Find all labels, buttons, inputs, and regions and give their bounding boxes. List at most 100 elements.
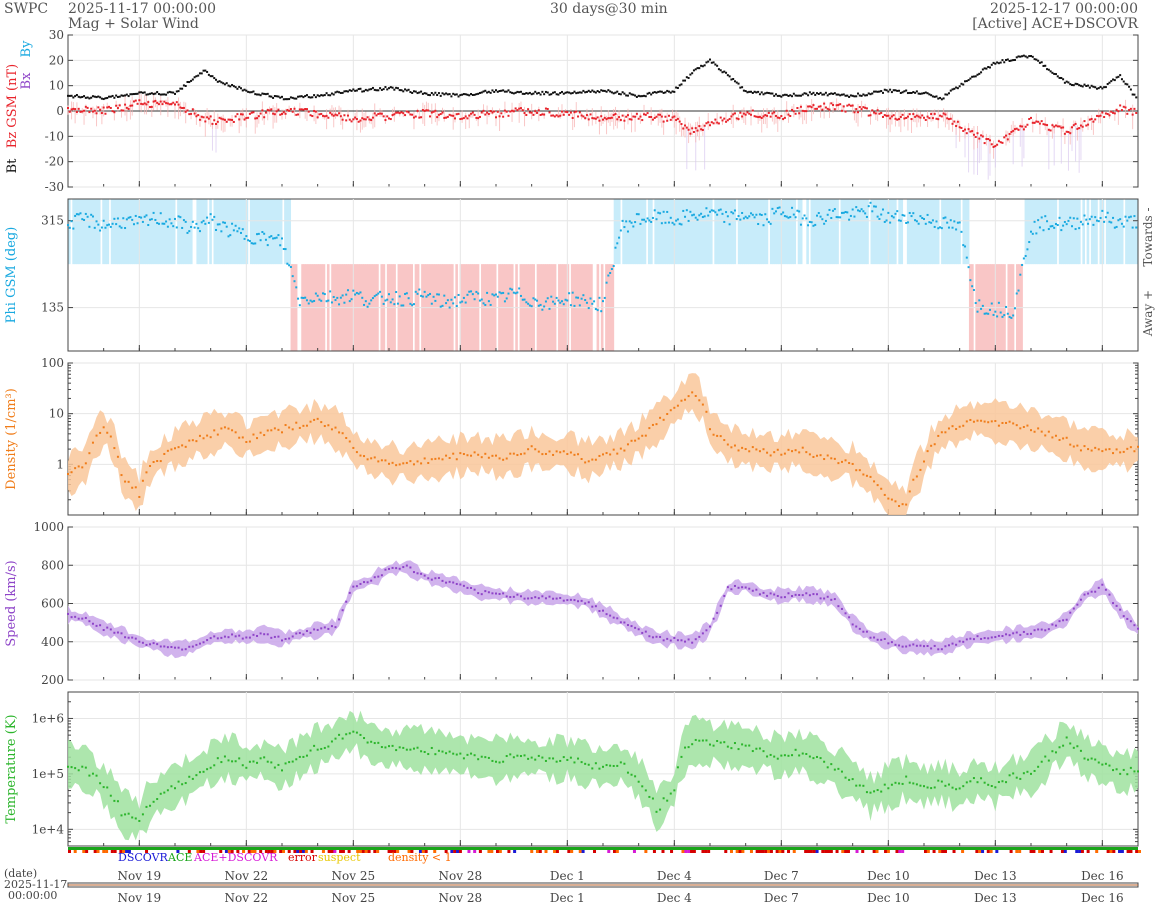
- speed-series-pt-210: [816, 593, 818, 596]
- phi-band-1716: [680, 199, 683, 265]
- mag-bz-series-pt-106: [256, 117, 259, 120]
- mag-bz-series-pt-69: [190, 112, 193, 115]
- mag-bz-series-pt-94: [234, 115, 237, 118]
- temperature-series-pt-3: [77, 769, 80, 772]
- speed-series-pt-18: [131, 636, 134, 639]
- mag-bt-series-pt-373: [732, 77, 735, 80]
- mag-bz-series-pt-303: [607, 117, 610, 120]
- phi-series-pt-328: [651, 216, 654, 219]
- phi-series-pt-566: [1076, 217, 1079, 220]
- mag-bz-series-pt-264: [537, 109, 540, 112]
- mag-bz-series-pt-208: [437, 113, 440, 116]
- density-series-pt-84: [366, 458, 369, 461]
- mag-bt-series-pt-69: [190, 79, 193, 82]
- phi-series-pt-515: [985, 312, 988, 315]
- phi-series-pt-406: [791, 206, 794, 209]
- speed-series-pt-50: [245, 636, 248, 639]
- mag-bz-series-pt-415: [807, 105, 810, 108]
- mag-bt-series-pt-246: [505, 90, 508, 93]
- mag-bt-series-pt-107: [257, 93, 260, 96]
- speed-series-pt-162: [644, 630, 647, 633]
- mag-bz-series-pt-382: [748, 112, 751, 115]
- temperature-series-pt-43: [220, 761, 223, 764]
- temperature-series-pt-259: [990, 784, 993, 787]
- density-series-pt-299: [1133, 450, 1136, 453]
- phi-series-pt-404: [787, 216, 790, 219]
- speed-series-pt-204: [794, 593, 797, 596]
- phi-series-pt-278: [562, 303, 565, 306]
- mag-bt-series-pt-404: [787, 94, 790, 97]
- mag-bt-series-pt-262: [534, 90, 537, 93]
- temperature-series-pt-187: [733, 742, 736, 745]
- phi-series-pt-431: [835, 216, 838, 219]
- phi-series-pt-348: [687, 219, 690, 222]
- mag-bz-series-pt-11: [86, 106, 89, 109]
- mag-bz-series-pt-141: [318, 113, 321, 116]
- phi-series-pt-359: [707, 214, 710, 217]
- mag-bz-series-pt-397: [774, 114, 777, 117]
- speed-series-pt-164: [651, 636, 654, 639]
- speed-series-pt-149: [598, 610, 601, 613]
- mag-bt-series-pt-308: [616, 90, 619, 93]
- density-series-pt-89: [384, 459, 387, 462]
- density-series-pt-229: [883, 493, 886, 496]
- mag-bz-series-pt-524: [1001, 141, 1004, 144]
- mag-bz-series-pt-30: [120, 109, 123, 112]
- phi-series-pt-156: [345, 293, 348, 296]
- mag-bt-series-pt-471: [906, 92, 909, 95]
- phi-series-pt-262: [534, 298, 537, 301]
- phi-series-pt-272: [552, 300, 555, 303]
- phi-band-48: [85, 199, 88, 265]
- mag-bt-series-pt-272: [552, 91, 555, 94]
- source-flag-2336: [901, 850, 905, 853]
- phi-series-pt-220: [459, 301, 462, 304]
- mag-bt-series-pt-429: [832, 92, 835, 95]
- phi-band-192: [136, 199, 140, 265]
- phi-series-pt-530: [1012, 314, 1015, 317]
- phi-band-2406: [926, 199, 929, 265]
- mag-bt-series-pt-377: [739, 86, 742, 89]
- phi-series-pt-2: [70, 220, 73, 223]
- phi-band-552: [264, 199, 268, 265]
- density-series-pt-167: [662, 418, 665, 421]
- mag-bt-series-pt-61: [175, 90, 178, 93]
- phi-band-1596: [637, 199, 640, 265]
- mag-bz-series-pt-327: [650, 115, 653, 118]
- mag-bz-series-pt-216: [452, 114, 455, 117]
- mag-bt-series-pt-360: [709, 58, 711, 61]
- temperature-series-pt-106: [445, 752, 448, 755]
- mag-bz-series-pt-191: [407, 111, 410, 114]
- phi-series-pt-41: [140, 216, 143, 219]
- temperature-series-pt-80: [352, 730, 355, 733]
- temperature-series-pt-172: [680, 755, 683, 758]
- mag-bt-series-pt-403: [785, 93, 788, 96]
- source-flag-2784: [1060, 850, 1064, 853]
- temperature-series-pt-41: [213, 764, 216, 767]
- mag-bt-series-pt-100: [245, 89, 248, 92]
- mag-bz-series-pt-349: [689, 132, 692, 135]
- source-flag-1232: [507, 850, 511, 853]
- mag-bt-series-pt-27: [115, 94, 118, 97]
- phi-series-pt-227: [471, 293, 474, 296]
- source-flag-2120: [824, 850, 828, 853]
- temperature-series-pt-191: [748, 744, 751, 747]
- mag-bz-series-pt-90: [227, 118, 230, 121]
- phi-series-pt-281: [568, 292, 571, 295]
- speed-series-pt-64: [295, 632, 298, 635]
- phi-series-pt-339: [671, 221, 674, 224]
- phi-series-pt-426: [826, 213, 829, 216]
- mag-bz-series-pt-229: [475, 116, 478, 119]
- temperature-series-pt-300: [1137, 770, 1139, 773]
- speed-series-pt-23: [149, 643, 152, 646]
- mag-bt-series-pt-198: [420, 90, 423, 93]
- mag-bz-series-pt-192: [409, 113, 412, 116]
- density-series-pt-47: [234, 431, 237, 434]
- phi-series-pt-439: [849, 214, 852, 217]
- mag-bt-series-pt-567: [1078, 84, 1081, 87]
- density-series-pt-92: [395, 464, 398, 467]
- mag-bt-series-pt-454: [876, 90, 879, 93]
- phi-series-pt-517: [988, 308, 991, 311]
- phi-series-pt-16: [95, 220, 98, 223]
- phi-series-pt-401: [782, 211, 785, 214]
- density-series-pt-276: [1051, 436, 1054, 439]
